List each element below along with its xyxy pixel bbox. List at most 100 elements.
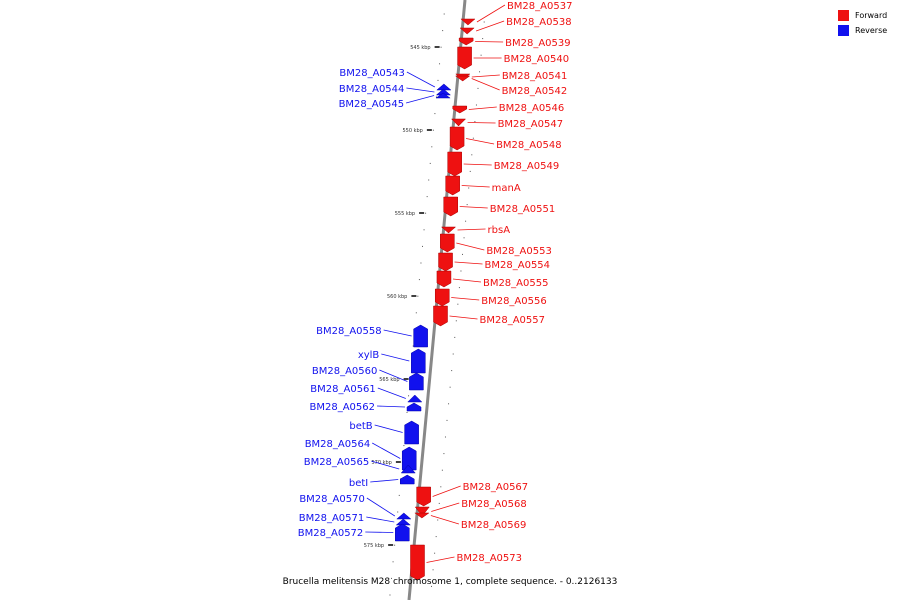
gene-feature[interactable] [410,544,425,581]
legend: Forward Reverse [838,8,887,38]
gene-label[interactable]: BM28_A0554 [485,260,551,271]
label-leader [374,424,403,433]
gene-feature[interactable] [440,233,455,253]
label-leader [365,531,394,533]
label-leader [475,20,505,32]
gene-feature[interactable] [414,506,430,517]
gene-feature[interactable] [414,512,430,519]
gene-label[interactable]: BM28_A0572 [298,528,364,539]
gene-feature[interactable] [416,486,431,507]
gene-label[interactable]: BM28_A0537 [507,1,573,12]
label-leader [467,122,496,124]
label-leader [449,315,478,320]
label-leader [468,106,497,110]
gene-label[interactable]: BM28_A0548 [496,140,562,151]
label-leader [463,163,492,166]
gene-feature[interactable] [433,305,448,327]
gene-label[interactable]: BM28_A0540 [504,54,570,65]
gene-label[interactable]: BM28_A0546 [499,103,565,114]
gene-label[interactable]: BM28_A0565 [304,457,370,468]
label-leader [406,87,435,93]
label-leader [459,206,488,209]
gene-label[interactable]: betB [349,421,372,432]
gene-feature[interactable] [450,118,467,127]
gene-label[interactable]: BM28_A0538 [506,17,572,28]
gene-feature[interactable] [459,27,475,35]
gene-label[interactable]: BM28_A0558 [316,326,382,337]
gene-feature[interactable] [407,394,423,403]
gene-label[interactable]: xylB [358,350,380,361]
gene-label[interactable]: BM28_A0570 [299,494,365,505]
label-leader [366,516,395,523]
gene-label[interactable]: BM28_A0568 [461,499,527,510]
gene-features [395,18,476,581]
label-leader [426,556,455,563]
gene-label[interactable]: BM28_A0544 [339,84,405,95]
gene-label[interactable]: BM28_A0556 [481,296,547,307]
gene-feature[interactable] [438,252,453,272]
label-leader [430,515,460,525]
gene-feature[interactable] [458,37,474,46]
gene-feature[interactable] [454,75,471,82]
gene-label[interactable]: BM28_A0551 [490,204,556,215]
gene-feature[interactable] [452,105,468,114]
gene-label[interactable]: BM28_A0571 [299,513,365,524]
gene-feature[interactable] [436,270,452,288]
gene-feature[interactable] [434,288,450,307]
gene-label[interactable]: BM28_A0561 [310,384,376,395]
gene-label[interactable]: BM28_A0573 [457,553,523,564]
tick-label: 575 kbp [364,543,384,549]
tick-label: 560 kbp [387,294,407,300]
legend-swatch-reverse [838,25,849,36]
major-ticks: 545 kbp 550 kbp 555 kbp 560 kbp 565 kbp 570 k… [364,45,440,549]
gene-feature[interactable] [395,518,411,526]
gene-label[interactable]: BM28_A0564 [305,439,371,450]
gene-label[interactable]: BM28_A0545 [339,99,405,110]
gene-label[interactable]: BM28_A0547 [498,119,564,130]
gene-label[interactable]: BM28_A0567 [463,482,529,493]
gene-feature[interactable] [460,18,476,26]
gene-label[interactable]: BM28_A0560 [312,366,378,377]
label-leader [406,71,436,88]
gene-feature[interactable] [409,372,424,391]
gene-feature[interactable] [449,126,465,151]
gene-label[interactable]: BM28_A0543 [339,68,405,79]
tick-label: 570 kbp [371,460,391,466]
gene-feature[interactable] [396,512,412,520]
gene-feature[interactable] [411,348,426,374]
gene-label[interactable]: BM28_A0553 [486,246,552,257]
gene-label[interactable]: BM28_A0549 [494,161,560,172]
gene-feature[interactable] [399,474,415,485]
label-leader [471,78,500,91]
label-leader [379,369,408,382]
gene-label[interactable]: BM28_A0555 [483,278,549,289]
gene-label[interactable]: BM28_A0539 [505,38,571,49]
label-leader [456,242,485,251]
gene-label[interactable]: BM28_A0562 [309,402,375,413]
label-leader [366,497,396,517]
gene-feature[interactable] [395,523,410,542]
gene-label[interactable]: manA [492,183,521,194]
gene-feature[interactable] [457,46,472,70]
gene-feature[interactable] [400,464,416,474]
gene-label[interactable]: BM28_A0557 [480,315,546,326]
gene-feature[interactable] [404,420,419,445]
label-leader [371,460,400,470]
gene-label[interactable]: BM28_A0541 [502,71,568,82]
gene-feature[interactable] [413,324,428,348]
gene-label[interactable]: BM28_A0542 [502,86,568,97]
gene-feature[interactable] [443,196,458,217]
label-leader [376,405,406,408]
label-leader [451,297,480,301]
gene-feature[interactable] [445,175,460,196]
gene-label[interactable]: rbsA [488,225,511,236]
tick-label: 550 kbp [402,128,422,134]
gene-label[interactable]: betI [349,478,368,489]
gene-label[interactable]: BM28_A0569 [461,520,527,531]
gene-feature[interactable] [447,151,462,177]
gene-feature[interactable] [440,226,457,234]
gene-feature[interactable] [435,92,451,99]
map-caption: Brucella melitensis M28 chromosome 1, co… [282,577,618,587]
gene-feature[interactable] [406,402,422,412]
